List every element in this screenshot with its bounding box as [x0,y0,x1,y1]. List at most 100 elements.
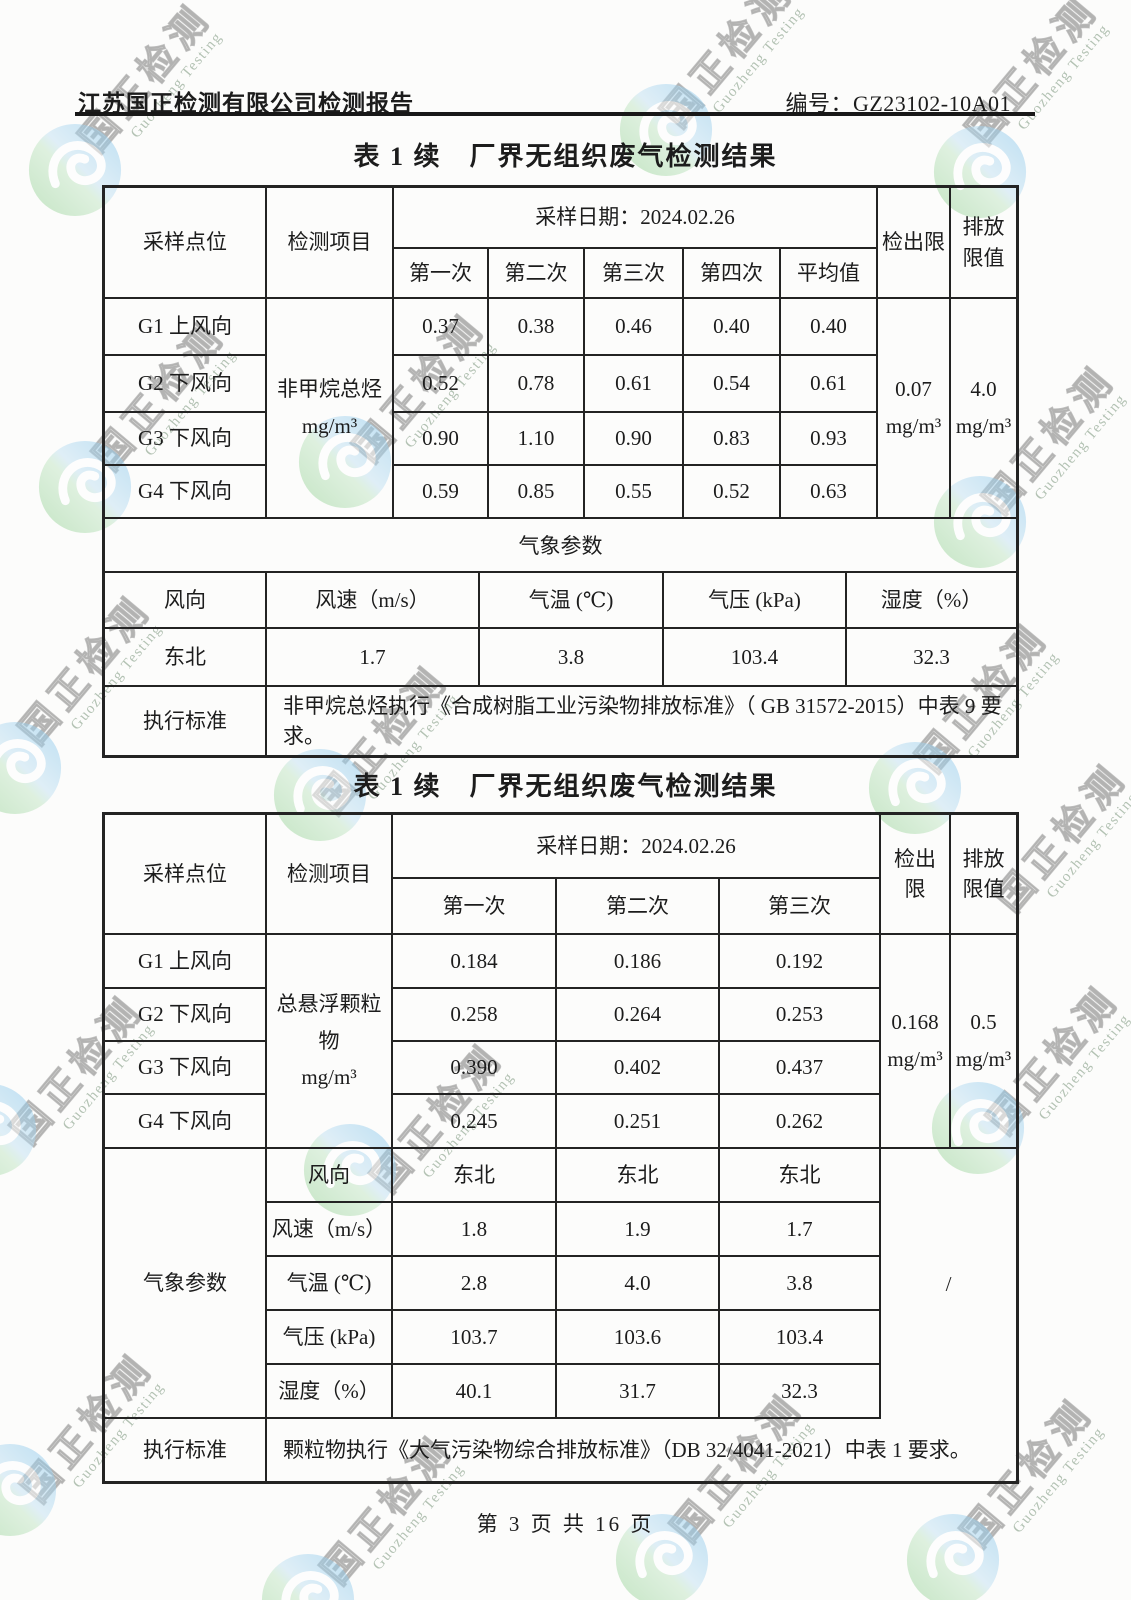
point-cell: G2 下风向 [105,356,267,413]
value-cell: 0.251 [557,1095,720,1149]
point-cell: G3 下风向 [105,413,267,466]
emission-limit-cell: 4.0 mg/m³ [951,299,1016,519]
value-cell: 0.402 [557,1042,720,1095]
weather-value: 31.7 [557,1365,720,1419]
limit-unit: mg/m³ [955,414,1012,438]
value-cell: 0.184 [393,935,557,989]
col-header-test-item: 检测项目 [267,188,394,299]
page-header: 江苏国正检测有限公司检测报告 编号：GZ23102-10A01 [78,84,1011,118]
value-cell: 0.37 [394,299,489,356]
run-header: 第二次 [489,249,585,299]
value-cell: 0.192 [720,935,881,989]
value-cell: 0.264 [557,989,720,1042]
standard-text: 颗粒物执行《大气污染物综合排放标准》（DB 32/4041-2021）中表 1 … [283,1437,971,1462]
value-cell: 0.40 [781,299,878,356]
weather-header: 湿度（%） [267,1365,393,1419]
weather-value: 东北 [105,629,267,687]
col-header-detection-limit: 检出限 [878,188,951,299]
value-cell: 0.83 [684,413,781,466]
weather-value: 103.7 [393,1311,557,1365]
page-footer: 第 3 页 共 16 页 [476,1512,655,1536]
table1-weather-grid: 风向 风速（m/s） 气温 (℃) 气压 (kPa) 湿度（%） 东北 1.7 … [105,573,1016,687]
weather-header: 风速（m/s） [267,1203,393,1257]
weather-value: 1.8 [393,1203,557,1257]
run-header: 第一次 [393,879,557,935]
run-header: 平均值 [781,249,878,299]
value-cell: 0.61 [585,356,684,413]
limit-value: 0.5 [970,1010,997,1035]
point-cell: G1 上风向 [105,299,267,356]
report-title: 江苏国正检测有限公司检测报告 [78,91,414,116]
value-cell: 0.390 [393,1042,557,1095]
run-header: 第二次 [557,879,720,935]
weather-value: 东北 [720,1149,881,1203]
run-header: 第三次 [585,249,684,299]
standard-text: 非甲烷总烃执行《合成树脂工业污染物排放标准》（ GB 31572-2015）中表… [283,693,1002,748]
value-cell: 0.59 [394,466,489,519]
value-cell: 0.46 [585,299,684,356]
limit-unit: mg/m³ [955,1047,1012,1071]
item-cell: 非甲烷总烃 mg/m³ [267,299,394,519]
value-cell: 0.54 [684,356,781,413]
table2-standard-row: 执行标准 颗粒物执行《大气污染物综合排放标准》（DB 32/4041-2021）… [105,1419,1016,1481]
table2: 采样点位 检测项目 采样日期：2024.02.26 检出限 排放限值 第一次 第… [102,812,1019,1484]
value-cell: 0.245 [393,1095,557,1149]
table2-weather-grid: 气象参数 风向 东北 东北 东北 / 风速（m/s） 1.8 1.9 1.7 气… [105,1149,1016,1419]
value-cell: 0.55 [585,466,684,519]
value-cell: 0.90 [394,413,489,466]
value-cell: 0.85 [489,466,585,519]
value-cell: 0.52 [394,356,489,413]
weather-header: 风向 [267,1149,393,1203]
detection-limit-cell: 0.07 mg/m³ [878,299,951,519]
value-cell: 0.253 [720,989,881,1042]
emission-limit-cell: 0.5 mg/m³ [951,935,1016,1149]
table1: 采样点位 检测项目 采样日期：2024.02.26 检出限 排放限值 第一次 第… [102,185,1019,758]
weather-value: 32.3 [847,629,1016,687]
value-cell: 0.437 [720,1042,881,1095]
col-header-test-item: 检测项目 [267,815,393,935]
header-rule [75,112,1035,116]
value-cell: 0.78 [489,356,585,413]
col-header-sampling-point: 采样点位 [105,815,267,935]
value-cell: 0.93 [781,413,878,466]
weather-section-label: 气象参数 [105,1149,267,1419]
weather-header: 气压 (kPa) [664,573,847,629]
col-header-emission-limit: 排放限值 [951,815,1016,935]
limit-unit: mg/m³ [887,1047,943,1071]
weather-value: 103.4 [720,1311,881,1365]
weather-value: 1.7 [267,629,480,687]
table1-main-grid: 采样点位 检测项目 采样日期：2024.02.26 检出限 排放限值 第一次 第… [105,188,1016,519]
col-header-detection-limit: 检出限 [881,815,951,935]
weather-value: 1.9 [557,1203,720,1257]
table1-standard-row: 执行标准 非甲烷总烃执行《合成树脂工业污染物排放标准》（ GB 31572-20… [105,687,1016,755]
weather-value: 2.8 [393,1257,557,1311]
value-cell: 0.186 [557,935,720,989]
weather-value: 3.8 [480,629,664,687]
point-cell: G2 下风向 [105,989,267,1042]
value-cell: 0.262 [720,1095,881,1149]
detection-limit-cell: 0.168 mg/m³ [881,935,951,1149]
item-cell: 总悬浮颗粒物 mg/m³ [267,935,393,1149]
run-header: 第三次 [720,879,881,935]
weather-value: 1.7 [720,1203,881,1257]
item-name: 非甲烷总烃 [277,377,382,402]
value-cell: 0.63 [781,466,878,519]
table2-title: 表 1 续 厂界无组织废气检测结果 [353,772,778,801]
col-header-sampling-date: 采样日期：2024.02.26 [394,188,878,249]
limit-value: 0.168 [891,1010,939,1035]
weather-header: 风速（m/s） [267,573,480,629]
weather-header: 气温 (℃) [480,573,664,629]
limit-value: 4.0 [970,377,997,402]
run-header: 第四次 [684,249,781,299]
col-header-sampling-point: 采样点位 [105,188,267,299]
table2-main-grid: 采样点位 检测项目 采样日期：2024.02.26 检出限 排放限值 第一次 第… [105,815,1016,1149]
point-cell: G1 上风向 [105,935,267,989]
weather-header: 气压 (kPa) [267,1311,393,1365]
value-cell: 0.258 [393,989,557,1042]
value-cell: 0.52 [684,466,781,519]
weather-header: 风向 [105,573,267,629]
value-cell: 0.40 [684,299,781,356]
weather-value: 103.6 [557,1311,720,1365]
